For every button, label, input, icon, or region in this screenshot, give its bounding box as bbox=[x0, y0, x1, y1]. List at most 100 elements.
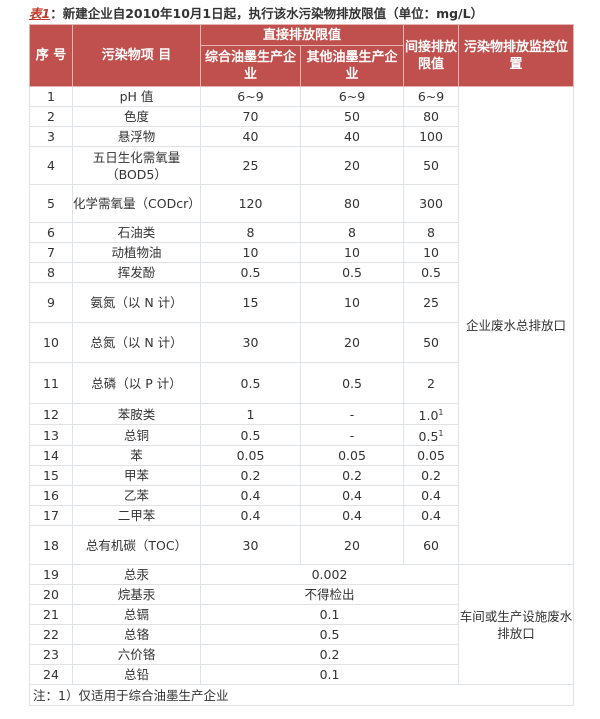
item-cell: 烷基汞 bbox=[72, 584, 201, 606]
item-cell: 总磷（以 P 计） bbox=[72, 362, 201, 404]
seq-cell: 19 bbox=[29, 564, 73, 586]
direct-a-cell: 6~9 bbox=[200, 86, 301, 107]
indirect-value: 60 bbox=[423, 537, 439, 553]
seq-cell: 22 bbox=[29, 624, 73, 646]
table-row: 19 总汞 0.002 车间或生产设施废水排放口 bbox=[29, 564, 575, 686]
table-row: 6 石油类 8 8 8 bbox=[29, 222, 574, 243]
direct-a-cell: 30 bbox=[200, 525, 301, 566]
header-direct: 直接排放限值 bbox=[199, 24, 405, 46]
direct-b-cell: 0.05 bbox=[299, 445, 405, 467]
indirect-cell: 8 bbox=[403, 222, 460, 243]
direct-b-cell: 10 bbox=[299, 242, 405, 263]
indirect-value: 100 bbox=[419, 129, 443, 144]
table-row: 24 总铅 0.1 bbox=[29, 664, 574, 686]
header-indirect: 间接排放限值 bbox=[403, 24, 460, 87]
direct-a-cell: 0.05 bbox=[200, 445, 301, 467]
seq-cell: 2 bbox=[29, 106, 73, 127]
item-cell: 挥发酚 bbox=[72, 262, 201, 283]
item-cell: pH 值 bbox=[72, 86, 201, 107]
table-row: 10 总氮（以 N 计） 30 20 50 bbox=[29, 322, 574, 363]
indirect-cell: 1.01 bbox=[403, 402, 460, 426]
item-cell: 总有机碳（TOC） bbox=[72, 525, 201, 566]
indirect-value: 0.5 bbox=[418, 429, 439, 445]
direct-a-cell: 0.5 bbox=[200, 424, 301, 447]
table-row: 18 总有机碳（TOC） 30 20 60 bbox=[29, 525, 574, 566]
seq-cell: 5 bbox=[29, 184, 73, 223]
indirect-value: 8 bbox=[427, 225, 435, 240]
table-tag: 表1 bbox=[29, 6, 51, 21]
item-cell: 总镉 bbox=[72, 604, 201, 626]
indirect-cell: 2 bbox=[403, 362, 460, 404]
indirect-cell: 0.5 bbox=[403, 262, 460, 283]
indirect-cell: 25 bbox=[403, 282, 460, 323]
seq-cell: 15 bbox=[29, 465, 73, 487]
table-row: 17 二甲苯 0.4 0.4 0.4 bbox=[29, 505, 574, 527]
direct-a-cell: 1 bbox=[200, 402, 301, 426]
indirect-value: 50 bbox=[423, 158, 439, 173]
indirect-cell: 0.2 bbox=[403, 465, 460, 487]
header-seq: 序 号 bbox=[29, 24, 73, 87]
header-item: 污染物项 目 bbox=[72, 24, 201, 87]
seq-cell: 9 bbox=[29, 282, 73, 323]
limit-cell: 不得检出 bbox=[199, 584, 460, 606]
item-cell: 总铅 bbox=[72, 664, 201, 686]
item-cell: 二甲苯 bbox=[72, 505, 201, 527]
table-row: 21 总镉 0.1 bbox=[29, 604, 574, 626]
table-row: 7 动植物油 10 10 10 bbox=[29, 242, 574, 263]
indirect-cell: 10 bbox=[403, 242, 460, 263]
direct-a-cell: 10 bbox=[200, 242, 301, 263]
direct-a-cell: 70 bbox=[200, 106, 301, 127]
direct-b-cell: 6~9 bbox=[299, 86, 405, 107]
limit-cell: 0.1 bbox=[199, 604, 460, 626]
indirect-cell: 100 bbox=[403, 126, 460, 147]
table-row: 13 总铜 0.5 - 0.51 bbox=[29, 424, 574, 447]
seq-cell: 23 bbox=[29, 644, 73, 666]
indirect-value: 0.2 bbox=[421, 468, 441, 484]
seq-cell: 24 bbox=[29, 664, 73, 686]
item-cell: 色度 bbox=[72, 106, 201, 127]
seq-cell: 20 bbox=[29, 584, 73, 606]
seq-cell: 1 bbox=[29, 86, 73, 107]
item-cell: 六价铬 bbox=[72, 644, 201, 666]
header-direct-b: 其他油墨生产企业 bbox=[299, 45, 405, 87]
direct-b-cell: - bbox=[299, 402, 405, 426]
table-row: 20 烷基汞 不得检出 bbox=[29, 584, 574, 606]
seq-cell: 13 bbox=[29, 424, 73, 447]
item-cell: 总铜 bbox=[72, 424, 201, 447]
direct-b-cell: 0.4 bbox=[299, 505, 405, 527]
header-direct-a: 综合油墨生产企业 bbox=[200, 45, 301, 87]
footnote-mark: 1 bbox=[438, 429, 444, 439]
indirect-value: 6~9 bbox=[417, 89, 445, 104]
indirect-cell: 0.05 bbox=[403, 445, 460, 467]
direct-b-cell: 20 bbox=[299, 146, 405, 185]
footnote-mark: 1 bbox=[438, 408, 444, 417]
item-cell: 化学需氧量（CODcr） bbox=[72, 184, 201, 223]
indirect-cell: 0.4 bbox=[403, 485, 460, 507]
direct-b-cell: 0.2 bbox=[299, 465, 405, 487]
limit-cell: 0.2 bbox=[199, 644, 460, 666]
item-cell: 总汞 bbox=[72, 564, 201, 586]
direct-b-cell: 0.5 bbox=[299, 262, 405, 283]
seq-cell: 4 bbox=[29, 146, 73, 185]
footnote: 注：1）仅适用于综合油墨生产企业 bbox=[28, 684, 575, 707]
item-cell: 乙苯 bbox=[72, 485, 201, 507]
direct-b-cell: 40 bbox=[299, 126, 405, 147]
seq-cell: 16 bbox=[29, 485, 73, 507]
item-cell: 甲苯 bbox=[72, 465, 201, 487]
direct-b-cell: 20 bbox=[299, 525, 405, 566]
direct-b-cell: 80 bbox=[299, 184, 405, 223]
header-location: 污染物排放监控位置 bbox=[458, 24, 575, 87]
indirect-value: 50 bbox=[423, 335, 439, 350]
direct-a-cell: 0.5 bbox=[200, 362, 301, 404]
table-row: 14 苯 0.05 0.05 0.05 bbox=[29, 445, 574, 467]
limit-cell: 0.5 bbox=[199, 624, 460, 646]
table-row: 12 苯胺类 1 - 1.01 bbox=[29, 402, 574, 426]
item-cell: 氨氮（以 N 计） bbox=[72, 282, 201, 323]
seq-cell: 14 bbox=[29, 445, 73, 467]
item-cell: 总铬 bbox=[72, 624, 201, 646]
seq-cell: 11 bbox=[29, 362, 73, 404]
direct-a-cell: 40 bbox=[200, 126, 301, 147]
direct-b-cell: - bbox=[299, 424, 405, 447]
indirect-value: 2 bbox=[427, 375, 435, 391]
seq-cell: 18 bbox=[29, 525, 73, 566]
